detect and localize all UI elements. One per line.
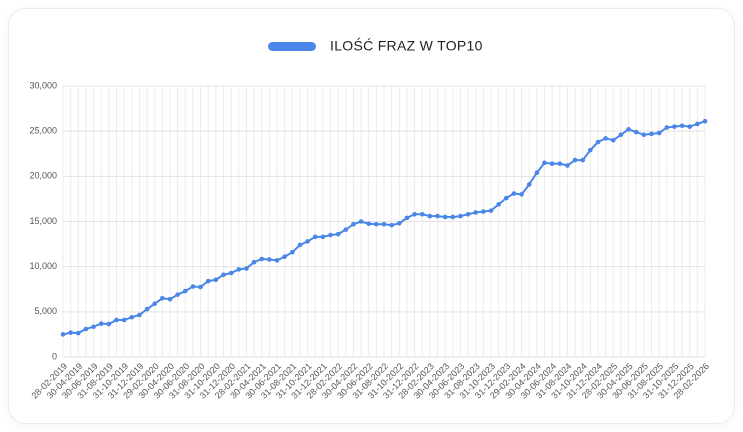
point (121, 317, 127, 323)
point (389, 222, 394, 228)
point (152, 301, 158, 307)
point (458, 213, 463, 219)
point (488, 208, 494, 213)
point (419, 211, 425, 217)
point (289, 249, 295, 255)
y-tick-label: 5,000 (34, 306, 57, 316)
point (542, 160, 547, 166)
point (343, 227, 349, 232)
point (526, 182, 532, 187)
point (106, 321, 112, 327)
point (679, 123, 685, 129)
y-tick-label: 10,000 (29, 261, 57, 271)
point (626, 127, 631, 132)
point (565, 163, 570, 168)
point (335, 231, 341, 237)
point (91, 324, 96, 330)
point (251, 259, 257, 265)
point (366, 221, 372, 227)
point (610, 137, 616, 143)
y-tick-label: 0 (52, 351, 57, 361)
point (549, 161, 555, 166)
point (473, 210, 479, 215)
point (511, 191, 517, 196)
point (114, 317, 119, 323)
point (60, 332, 66, 337)
y-tick-label: 20,000 (29, 171, 57, 181)
point (672, 124, 677, 129)
point (167, 296, 173, 302)
point (580, 157, 586, 163)
point (702, 118, 708, 124)
point (595, 139, 601, 145)
point (213, 277, 219, 283)
legend-label: ILOŚĆ FRAZ W TOP10 (330, 37, 483, 54)
point (656, 130, 662, 136)
point (137, 312, 142, 318)
point (496, 202, 501, 207)
point (396, 221, 402, 226)
point (664, 125, 670, 130)
legend-swatch (268, 42, 316, 51)
point (129, 314, 135, 320)
y-tick-label: 25,000 (29, 126, 57, 136)
point (649, 131, 654, 137)
point (83, 326, 89, 332)
point (465, 211, 471, 217)
point (190, 284, 196, 289)
point (435, 213, 440, 219)
point (282, 254, 287, 260)
point (244, 266, 249, 271)
point (175, 292, 180, 297)
point (312, 234, 318, 240)
point (442, 214, 448, 220)
card (8, 8, 735, 424)
point (618, 132, 624, 138)
point (160, 295, 165, 301)
point (427, 213, 433, 219)
point (572, 157, 578, 163)
point (687, 124, 693, 129)
point (412, 211, 417, 217)
point (274, 258, 280, 263)
point (75, 330, 81, 336)
point (228, 270, 234, 276)
point (603, 136, 608, 141)
point (557, 161, 563, 166)
y-tick-label: 30,000 (29, 80, 57, 90)
point (205, 278, 211, 284)
point (98, 321, 104, 326)
point (374, 221, 379, 227)
point (221, 272, 226, 278)
point (633, 129, 639, 135)
point (481, 209, 486, 214)
point (328, 232, 333, 238)
point (297, 242, 303, 248)
point (641, 132, 647, 138)
point (381, 221, 387, 227)
point (588, 147, 593, 153)
point (267, 257, 272, 262)
point (695, 121, 700, 127)
point (450, 214, 456, 220)
point (320, 234, 326, 240)
point (503, 195, 509, 201)
point (182, 288, 188, 294)
point (534, 170, 540, 176)
point (68, 330, 73, 335)
point (144, 306, 150, 312)
point (519, 192, 524, 197)
point (198, 284, 203, 290)
point (305, 239, 310, 244)
point (404, 215, 410, 221)
point (358, 219, 364, 224)
y-tick-label: 15,000 (29, 216, 57, 226)
point (351, 221, 356, 227)
point (259, 256, 265, 262)
point (236, 267, 242, 272)
